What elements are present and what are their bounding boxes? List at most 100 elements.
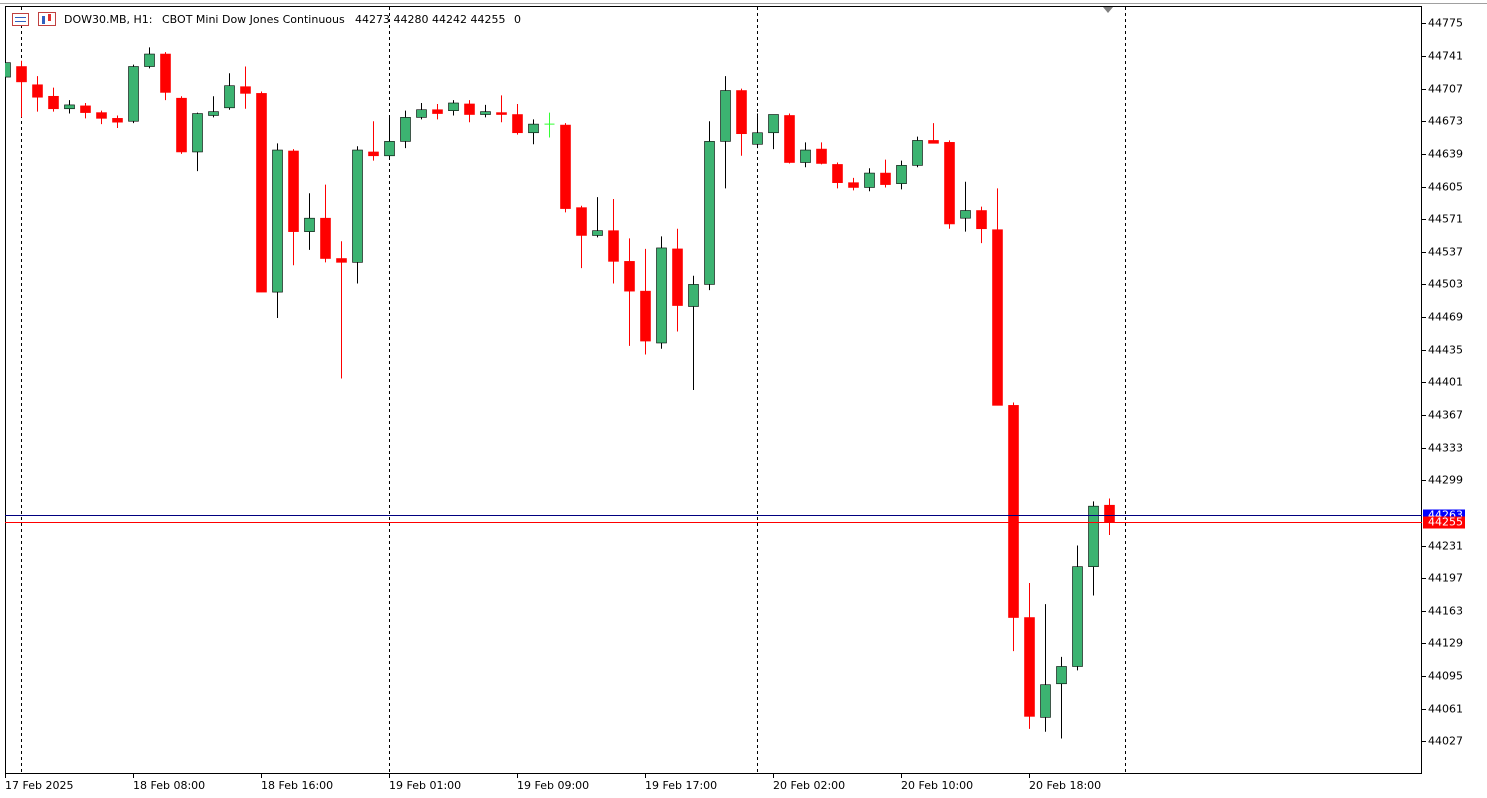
- candle-body: [416, 109, 427, 118]
- y-tick-label: 44741: [1428, 50, 1463, 63]
- price-label-box: [1423, 516, 1465, 529]
- candle-body: [784, 115, 795, 163]
- candle-body: [720, 90, 731, 142]
- x-tick-label: 18 Feb 16:00: [261, 779, 333, 792]
- y-tick-label: 44673: [1428, 115, 1463, 128]
- x-tick-label: 19 Feb 17:00: [645, 779, 717, 792]
- candle-body: [528, 123, 539, 134]
- icon: [42, 16, 45, 24]
- candle-body: [912, 140, 923, 166]
- candle-body: [1024, 617, 1035, 717]
- candle-body: [384, 141, 395, 157]
- candle-body: [992, 229, 1003, 406]
- candle-body: [752, 132, 763, 145]
- candle-body: [464, 103, 475, 115]
- y-tick-label: 44333: [1428, 442, 1463, 455]
- candles: [5, 47, 1115, 739]
- ohlc: 44273 44280 44242 44255: [355, 13, 505, 26]
- candle-body: [64, 104, 75, 110]
- candle-body: [592, 230, 603, 236]
- y-tick-label: 44503: [1428, 278, 1463, 291]
- candle-body: [928, 140, 939, 144]
- candle-body: [304, 217, 315, 232]
- shift-marker: [1103, 7, 1113, 13]
- y-tick-label: 44027: [1428, 735, 1463, 748]
- candle-body: [560, 124, 571, 209]
- icon: [48, 14, 51, 21]
- candle-body: [1056, 666, 1067, 685]
- candle-body: [672, 248, 683, 306]
- description: CBOT Mini Dow Jones Continuous: [162, 13, 345, 26]
- plot-frame: [5, 6, 1422, 774]
- candle-body: [1008, 405, 1019, 618]
- x-tick-label: 19 Feb 01:00: [389, 779, 461, 792]
- candle-body: [208, 111, 219, 116]
- candle-body: [192, 113, 203, 153]
- candle-body: [736, 90, 747, 135]
- candle-body: [32, 84, 43, 98]
- x-tick-label: 20 Feb 10:00: [901, 779, 973, 792]
- candle-body: [352, 149, 363, 263]
- candle-body: [944, 142, 955, 225]
- y-tick-label: 44231: [1428, 540, 1463, 553]
- x-tick-label: 19 Feb 09:00: [517, 779, 589, 792]
- candle-body: [240, 86, 251, 94]
- candle-body: [976, 210, 987, 230]
- candle-body: [400, 117, 411, 142]
- y-tick-label: 44299: [1428, 474, 1463, 487]
- candle-body: [1040, 684, 1051, 718]
- candle-body: [288, 150, 299, 232]
- candle-body: [16, 66, 27, 83]
- symbol: DOW30.MB, H1:: [64, 13, 153, 26]
- candle-body: [864, 172, 875, 188]
- candle-body: [800, 149, 811, 163]
- y-tick-label: 44537: [1428, 246, 1463, 259]
- y-tick-label: 44401: [1428, 376, 1463, 389]
- y-tick-label: 44605: [1428, 181, 1463, 194]
- candle-body: [256, 93, 267, 293]
- icon: [12, 13, 29, 26]
- price-label: 44255: [1428, 516, 1463, 529]
- candle-body: [1104, 504, 1115, 523]
- x-tick-label: 18 Feb 08:00: [133, 779, 205, 792]
- y-tick-label: 44469: [1428, 311, 1463, 324]
- candle-body: [832, 164, 843, 183]
- candle-body: [848, 182, 859, 188]
- candle-body: [320, 217, 331, 259]
- candle-body: [880, 172, 891, 185]
- x-tick-label: 20 Feb 02:00: [773, 779, 845, 792]
- candle-body: [336, 258, 347, 263]
- candle-body: [160, 53, 171, 93]
- y-tick-label: 44435: [1428, 344, 1463, 357]
- candle-body: [48, 95, 59, 110]
- candle-body: [608, 230, 619, 262]
- candle-body: [512, 114, 523, 134]
- candle-body: [5, 62, 11, 78]
- y-tick-label: 44197: [1428, 572, 1463, 585]
- candle-body: [688, 284, 699, 307]
- y-tick-label: 44095: [1428, 670, 1463, 683]
- candle-body: [480, 111, 491, 115]
- candle-body: [768, 114, 779, 134]
- header-icons: [12, 12, 56, 26]
- candle-body: [960, 210, 971, 219]
- candle-body: [144, 53, 155, 67]
- y-tick-label: 44129: [1428, 637, 1463, 650]
- candle-body: [368, 151, 379, 157]
- x-tick-label: 20 Feb 18:00: [1029, 779, 1101, 792]
- y-tick-label: 44571: [1428, 213, 1463, 226]
- x-tick-label: 17 Feb 2025: [5, 779, 73, 792]
- candle-body: [496, 112, 507, 115]
- candle-body: [1088, 505, 1099, 567]
- candle-body: [128, 66, 139, 122]
- candle-body: [80, 105, 91, 113]
- candle-body: [656, 247, 667, 344]
- candle-body: [96, 112, 107, 119]
- candle-body: [896, 165, 907, 184]
- y-tick-label: 44163: [1428, 605, 1463, 618]
- candle-body: [624, 261, 635, 292]
- candle-body: [816, 148, 827, 164]
- candle-body: [432, 109, 443, 114]
